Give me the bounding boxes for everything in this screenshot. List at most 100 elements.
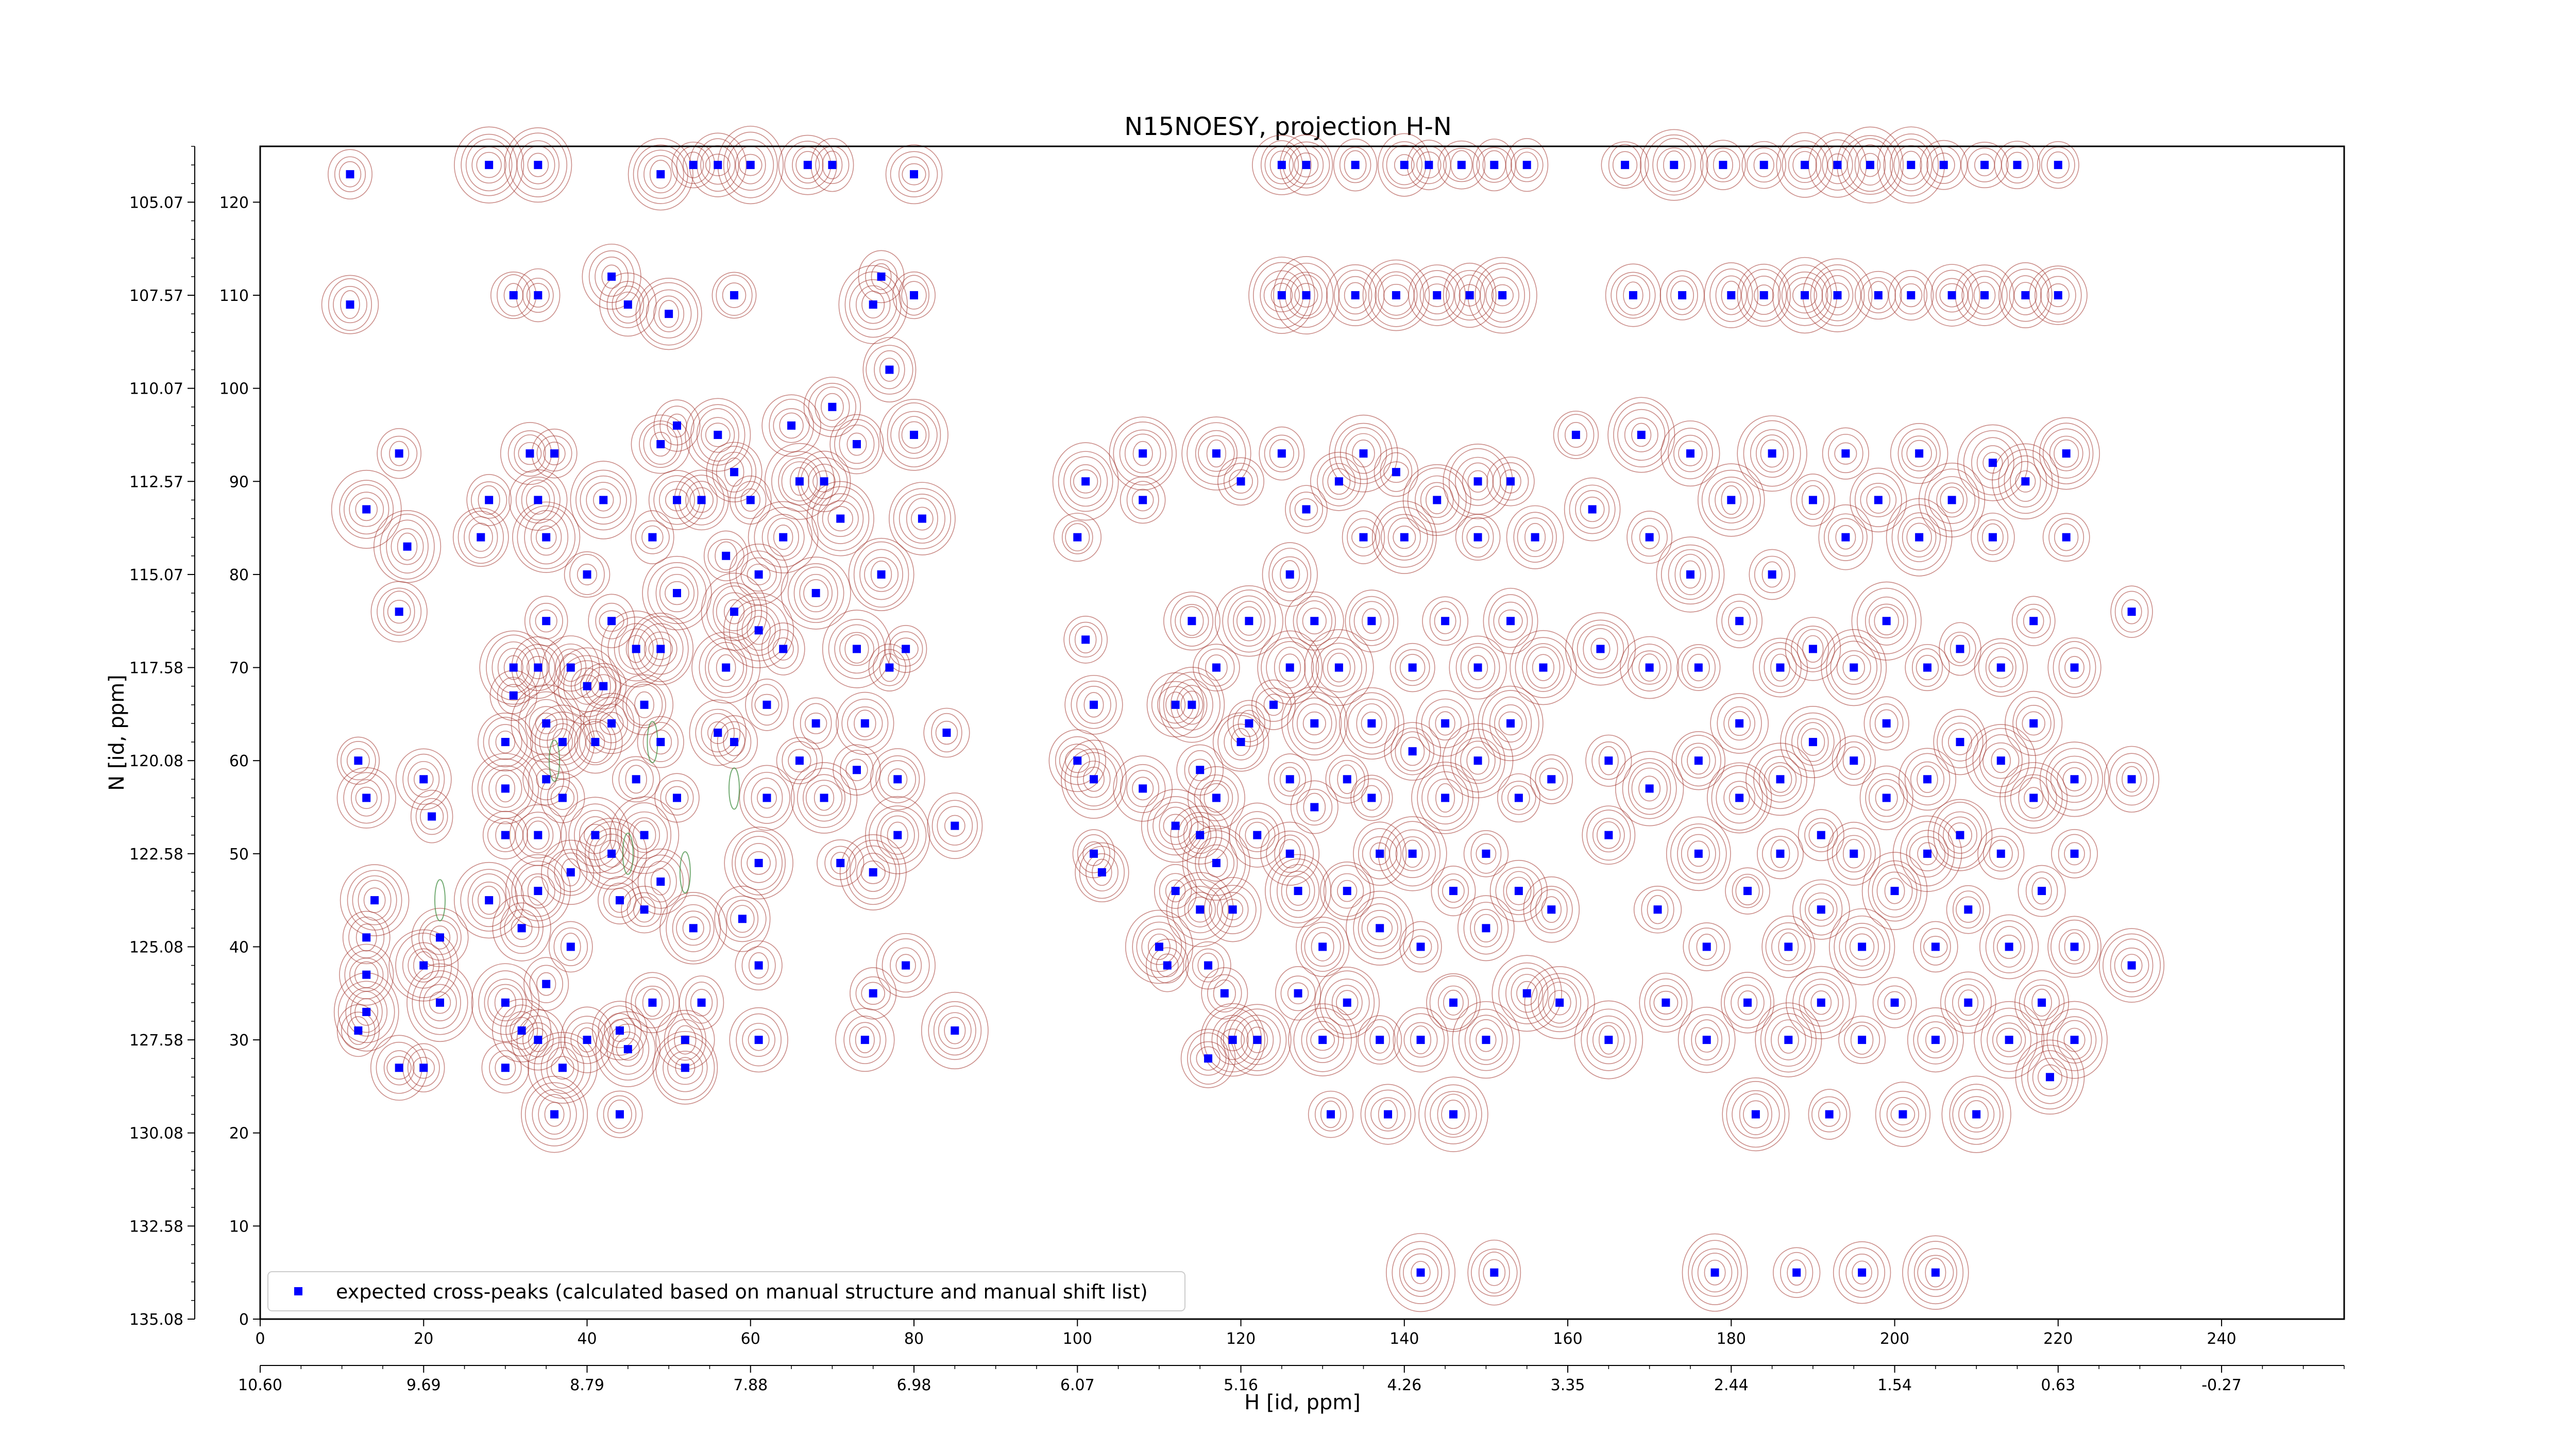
contour-ring — [1996, 1027, 2022, 1052]
contour-ring — [1159, 873, 1192, 909]
y-tick-label: 100 — [219, 380, 249, 398]
contour-ring — [1961, 271, 2008, 320]
cross-peak-point — [1490, 161, 1499, 170]
contour-ring — [1132, 441, 1153, 466]
cross-peak-point — [1490, 1268, 1499, 1277]
cross-peak-point — [623, 300, 632, 309]
contour-ring — [781, 556, 851, 630]
contour-ring — [429, 925, 451, 950]
contour-ring — [1124, 433, 1161, 474]
contour-ring — [1868, 281, 1889, 310]
contour-ring — [1196, 1046, 1221, 1071]
cross-peak-point — [877, 272, 886, 281]
contour-ring — [1331, 985, 1363, 1021]
contour-ring — [1792, 972, 1850, 1034]
cross-peak-point — [1097, 868, 1106, 876]
contour-ring — [1801, 485, 1824, 515]
cross-peak-point — [2029, 617, 2038, 626]
contour-ring — [1716, 594, 1762, 648]
contour-ring — [1909, 836, 1946, 871]
contour-ring — [888, 631, 923, 667]
contour-ring — [1467, 655, 1488, 680]
contour-ring — [1649, 985, 1683, 1020]
cross-peak-point — [362, 933, 371, 942]
contour-ring — [1920, 140, 1968, 190]
cross-peak-point — [1441, 617, 1450, 626]
cross-peak-point — [2029, 794, 2038, 802]
contour-ring — [889, 482, 956, 555]
contour-ring — [745, 678, 789, 731]
cross-peak-point — [1343, 998, 1351, 1007]
cross-peak-point — [1139, 784, 1147, 793]
contour-ring — [854, 710, 876, 737]
contour-ring — [1413, 270, 1461, 320]
cross-peak-point — [1334, 663, 1343, 672]
cross-peak-point — [1482, 849, 1490, 858]
contour-ring — [339, 480, 394, 539]
contour-ring — [1585, 734, 1632, 787]
cross-peak-point — [714, 161, 722, 170]
contour-ring — [1419, 276, 1454, 314]
cross-peak-point — [1441, 719, 1450, 728]
contour-ring — [1875, 1082, 1930, 1147]
contour-ring — [1429, 601, 1461, 641]
contour-ring — [1393, 526, 1416, 549]
contour-ring — [1770, 839, 1790, 868]
contour-ring — [1053, 513, 1101, 562]
contour-ring — [1925, 1258, 1946, 1288]
cross-peak-point — [1302, 161, 1311, 170]
cross-peak-point — [754, 626, 763, 635]
contour-ring — [1358, 1015, 1402, 1065]
cross-peak-point — [1547, 775, 1556, 784]
contour-ring — [1757, 828, 1804, 880]
cross-peak-point — [1972, 1110, 1981, 1119]
cross-peak-point — [1784, 942, 1793, 951]
contour-ring — [579, 816, 612, 854]
contour-ring — [1163, 592, 1221, 651]
cross-peak-point — [1964, 905, 1973, 914]
contour-ring — [1450, 729, 1505, 792]
contour-ring — [1493, 601, 1528, 640]
contour-ring — [2053, 641, 2096, 694]
contour-ring — [415, 798, 448, 835]
contour-ring — [339, 943, 394, 1006]
cross-peak-point — [1376, 849, 1384, 858]
contour-ring — [389, 441, 410, 466]
cross-peak-point — [1302, 291, 1311, 300]
cross-peak-point — [1694, 663, 1703, 672]
cross-peak-point — [1514, 887, 1523, 896]
contour-ring — [1180, 1028, 1236, 1088]
contour-ring — [2022, 711, 2045, 736]
contour-ring — [2027, 1050, 2073, 1104]
cross-peak-point — [501, 784, 510, 793]
contour-ring — [1269, 150, 1294, 179]
plot-frame — [259, 145, 2345, 1320]
contour-ring — [1624, 417, 1658, 452]
secondary-x-tick-label: 9.69 — [406, 1376, 441, 1394]
contour-ring — [1048, 729, 1107, 792]
contour-ring — [1892, 815, 1962, 892]
cross-peak-point — [656, 878, 665, 886]
contour-ring — [1741, 141, 1786, 189]
contour-ring — [683, 151, 704, 178]
cross-peak-point — [534, 887, 543, 896]
contour-ring — [647, 562, 707, 625]
contour-ring — [343, 772, 390, 824]
contour-ring — [1753, 153, 1774, 177]
cross-peak-point — [1735, 719, 1744, 728]
contour-ring — [637, 149, 684, 199]
contour-ring — [1854, 473, 1902, 528]
contour-ring — [754, 507, 812, 568]
cross-peak-point — [395, 449, 403, 458]
cross-peak-point — [1702, 942, 1711, 951]
contour-ring — [2046, 748, 2104, 811]
contour-ring — [563, 660, 611, 713]
contour-ring — [1480, 268, 1525, 323]
contour-ring — [2035, 268, 2082, 323]
contour-ring — [606, 1023, 650, 1075]
cross-peak-point — [1882, 719, 1891, 728]
contour-ring — [1187, 422, 1246, 485]
contour-ring — [1197, 953, 1219, 978]
contour-ring — [1478, 1252, 1510, 1294]
contour-ring — [1522, 643, 1565, 692]
